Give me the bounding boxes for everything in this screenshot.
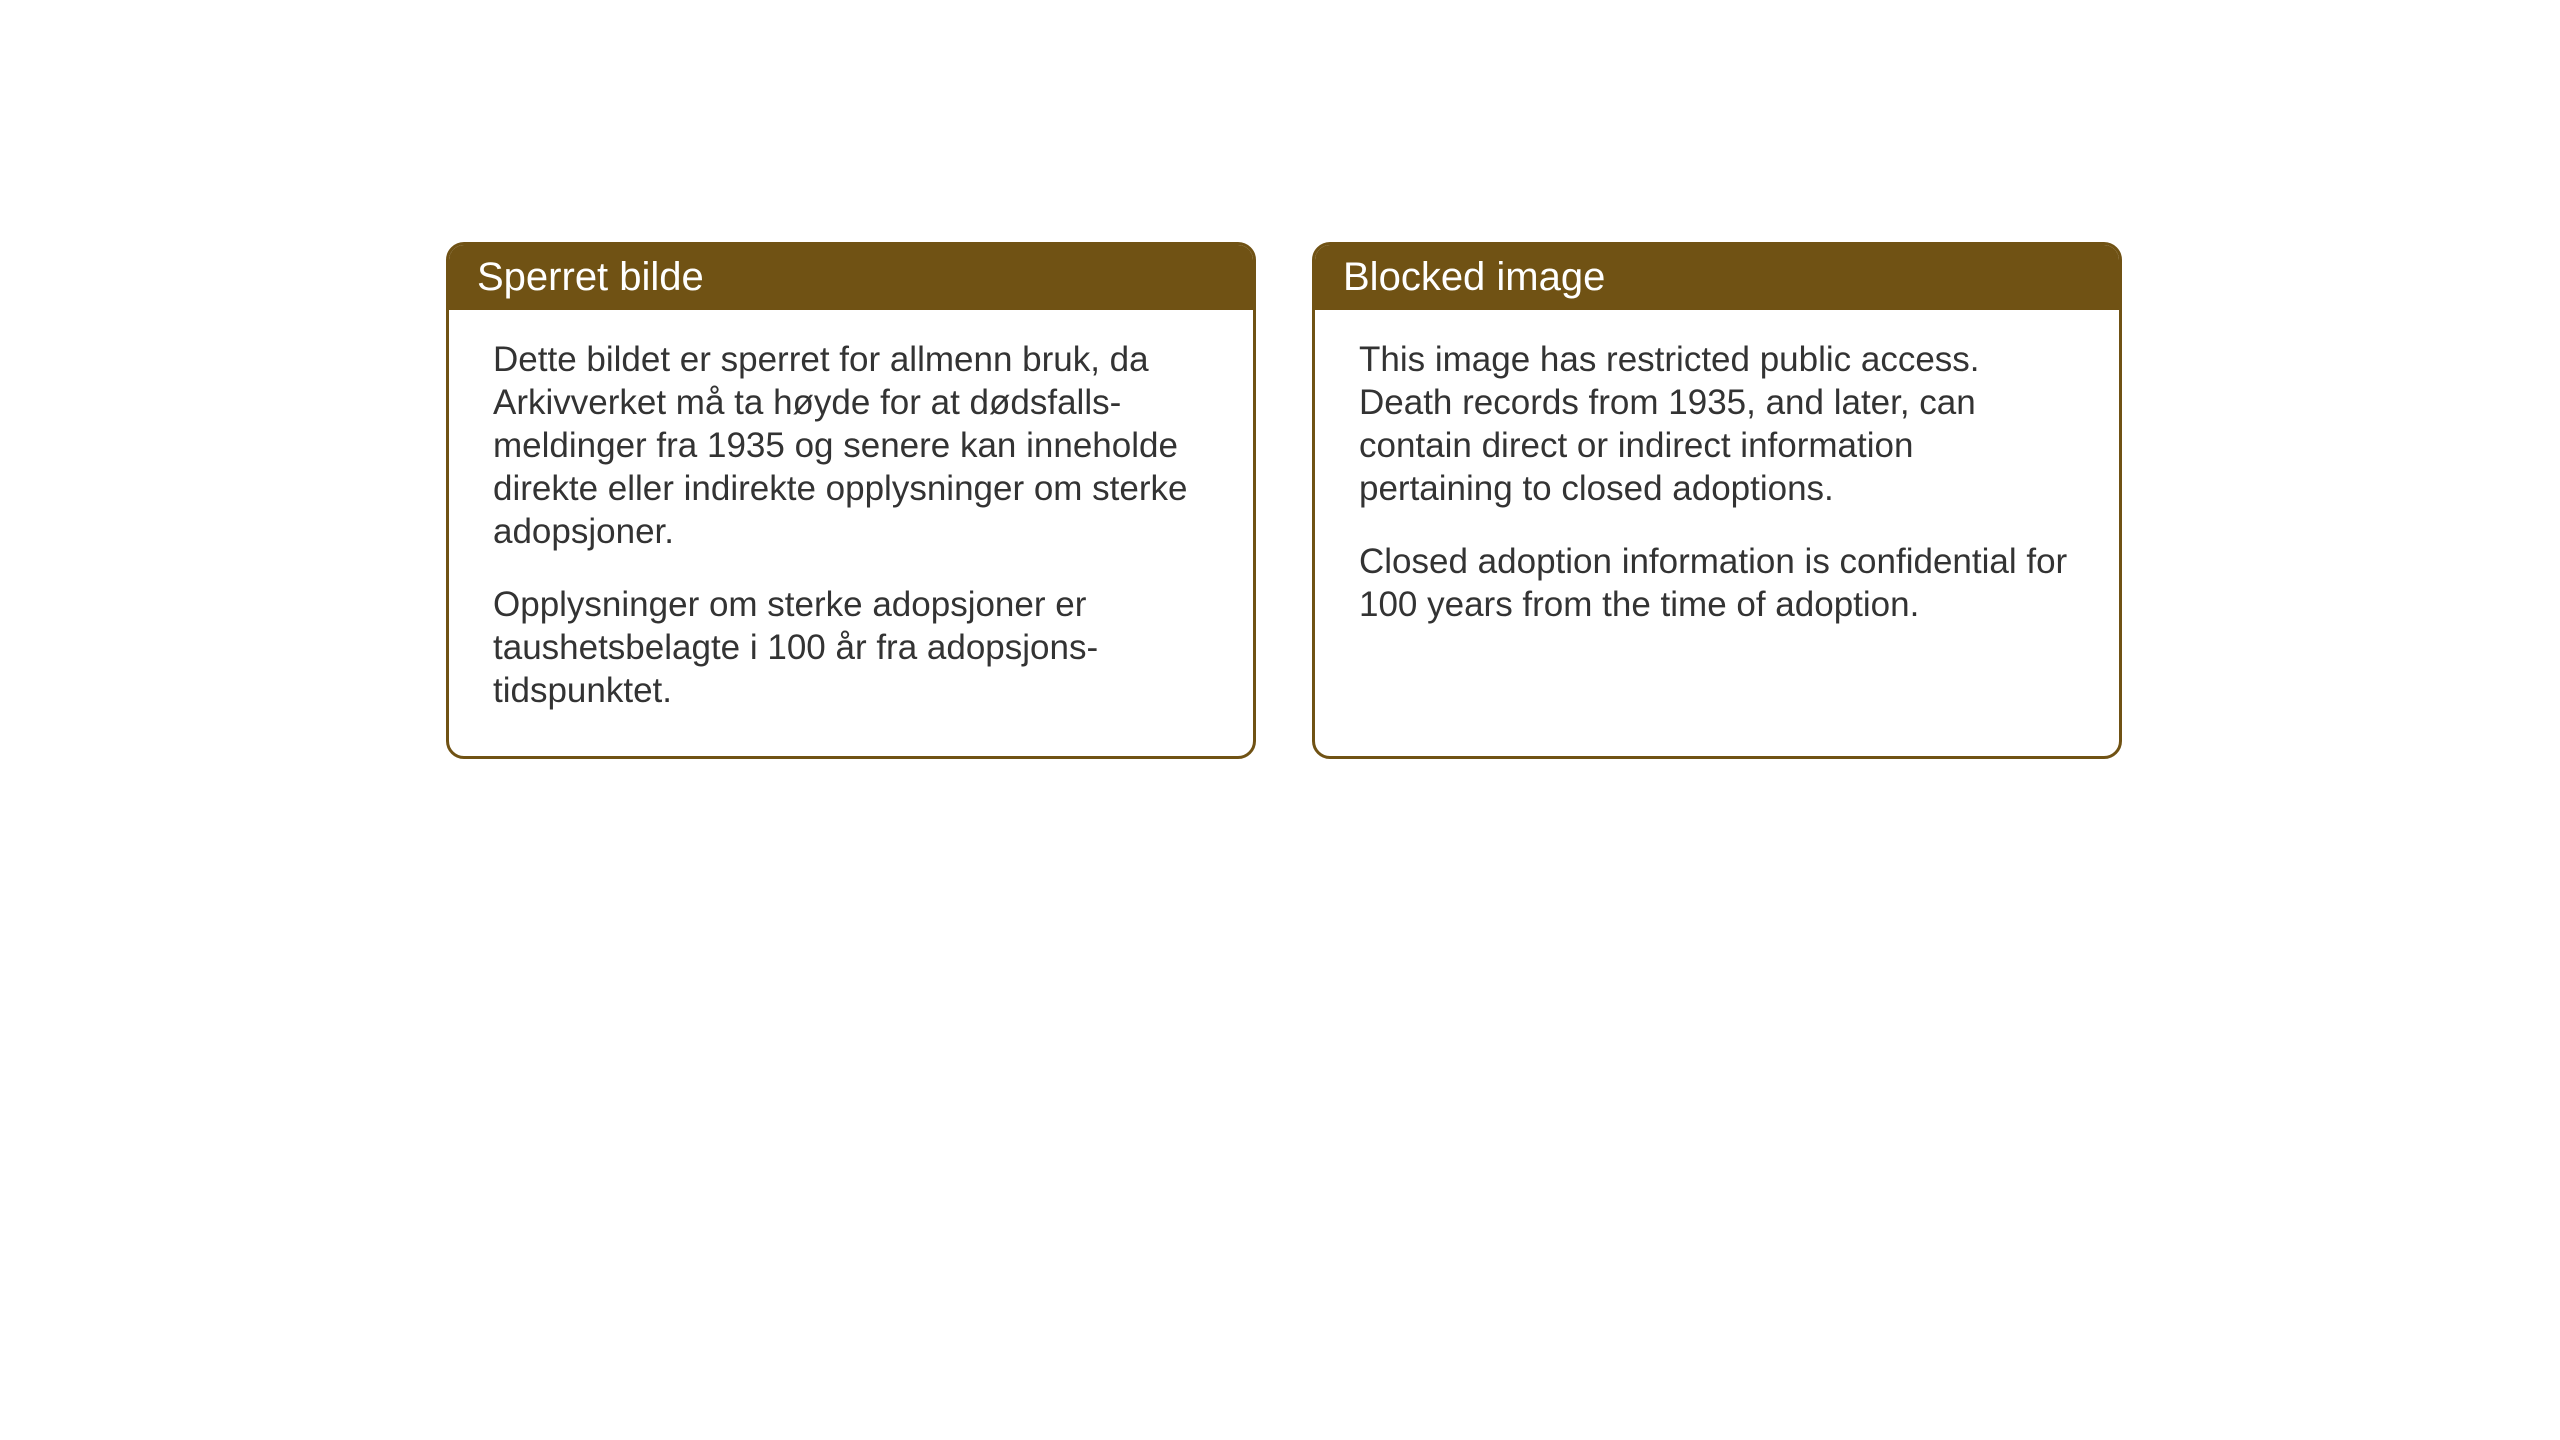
norwegian-card: Sperret bilde Dette bildet er sperret fo… <box>446 242 1256 759</box>
english-card-title: Blocked image <box>1343 255 1605 299</box>
norwegian-paragraph-2: Opplysninger om sterke adopsjoner er tau… <box>493 583 1209 712</box>
english-card: Blocked image This image has restricted … <box>1312 242 2122 759</box>
english-paragraph-1: This image has restricted public access.… <box>1359 338 2075 510</box>
norwegian-card-header: Sperret bilde <box>449 245 1253 310</box>
norwegian-paragraph-1: Dette bildet er sperret for allmenn bruk… <box>493 338 1209 553</box>
cards-container: Sperret bilde Dette bildet er sperret fo… <box>446 242 2122 759</box>
norwegian-card-body: Dette bildet er sperret for allmenn bruk… <box>449 310 1253 756</box>
english-paragraph-2: Closed adoption information is confident… <box>1359 540 2075 626</box>
english-card-header: Blocked image <box>1315 245 2119 310</box>
norwegian-card-title: Sperret bilde <box>477 255 704 299</box>
english-card-body: This image has restricted public access.… <box>1315 310 2119 670</box>
